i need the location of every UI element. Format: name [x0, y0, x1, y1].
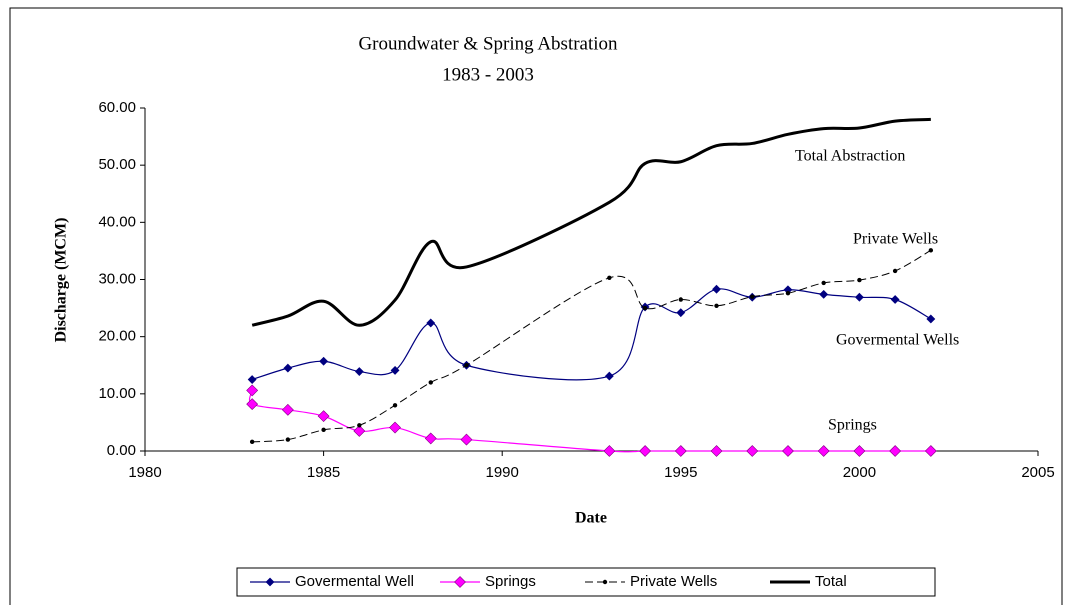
marker: [678, 297, 683, 302]
marker: [817, 445, 830, 457]
marker: [889, 445, 902, 457]
marker: [454, 576, 466, 588]
x-tick-label: 1995: [664, 464, 697, 481]
x-tick-label: 2005: [1021, 464, 1054, 481]
marker: [426, 318, 436, 328]
marker: [750, 294, 755, 299]
marker: [246, 398, 259, 411]
y-tick-label: 10.00: [98, 385, 136, 402]
chart-subtitle: 1983 - 2003: [442, 64, 534, 85]
marker: [603, 445, 616, 457]
annotation: Private Wells: [853, 231, 938, 248]
marker: [782, 445, 794, 457]
marker: [890, 295, 900, 304]
y-tick-label: 0.00: [107, 442, 136, 459]
marker: [321, 427, 326, 433]
marker: [357, 423, 362, 428]
annotation: Springs: [828, 417, 877, 434]
marker: [354, 367, 364, 376]
marker: [285, 437, 291, 442]
marker: [390, 365, 400, 375]
series-line: [251, 117, 931, 327]
x-tick-label: 1985: [307, 464, 340, 481]
marker: [319, 356, 329, 366]
x-axis-label: Date: [575, 510, 607, 527]
legend-item: Total: [770, 573, 847, 590]
marker: [854, 292, 864, 302]
marker: [857, 277, 862, 283]
marker: [353, 425, 366, 437]
legend-label: Govermental Well: [295, 573, 414, 590]
marker: [246, 384, 259, 397]
marker: [924, 445, 937, 457]
marker: [283, 363, 293, 373]
annotation: Govermental Wells: [836, 332, 959, 349]
y-tick-label: 40.00: [98, 213, 136, 230]
legend-label: Total: [815, 573, 847, 590]
legend-item: Springs: [440, 573, 536, 590]
marker: [607, 275, 612, 280]
chart-title: Groundwater & Spring Abstration: [358, 33, 618, 54]
marker: [853, 445, 866, 457]
marker: [317, 410, 330, 423]
marker: [602, 579, 608, 585]
y-tick-label: 50.00: [98, 156, 136, 173]
chart-frame: [9, 7, 1063, 605]
annotation: Total Abstraction: [795, 148, 905, 165]
marker: [712, 284, 721, 294]
marker: [281, 403, 294, 416]
marker: [746, 445, 759, 457]
marker: [642, 305, 648, 311]
marker: [639, 445, 652, 457]
y-tick-label: 60.00: [98, 99, 136, 116]
marker: [604, 371, 614, 381]
legend-label: Springs: [485, 573, 536, 590]
marker: [928, 248, 934, 253]
marker: [392, 403, 398, 408]
marker: [714, 303, 719, 308]
marker: [424, 432, 437, 445]
y-axis-label: Discharge (MCM): [53, 218, 70, 343]
marker: [674, 445, 687, 457]
series-line: [252, 249, 932, 443]
marker: [247, 375, 257, 384]
marker: [464, 363, 469, 368]
marker: [821, 280, 826, 286]
x-tick-label: 1990: [486, 464, 519, 481]
marker: [819, 289, 829, 299]
marker: [926, 314, 936, 324]
marker: [710, 445, 723, 457]
legend-label: Private Wells: [630, 573, 717, 590]
legend-item: Private Wells: [585, 573, 717, 590]
marker: [249, 439, 255, 445]
marker: [389, 421, 401, 434]
marker: [892, 268, 898, 274]
marker: [428, 380, 433, 385]
y-tick-label: 20.00: [98, 328, 136, 345]
marker: [460, 433, 473, 446]
marker: [265, 577, 275, 587]
marker: [676, 308, 686, 318]
x-tick-label: 1980: [128, 464, 161, 481]
marker: [785, 291, 791, 296]
x-tick-label: 2000: [843, 464, 876, 481]
legend-item: Govermental Well: [250, 573, 414, 590]
y-tick-label: 30.00: [98, 270, 136, 287]
